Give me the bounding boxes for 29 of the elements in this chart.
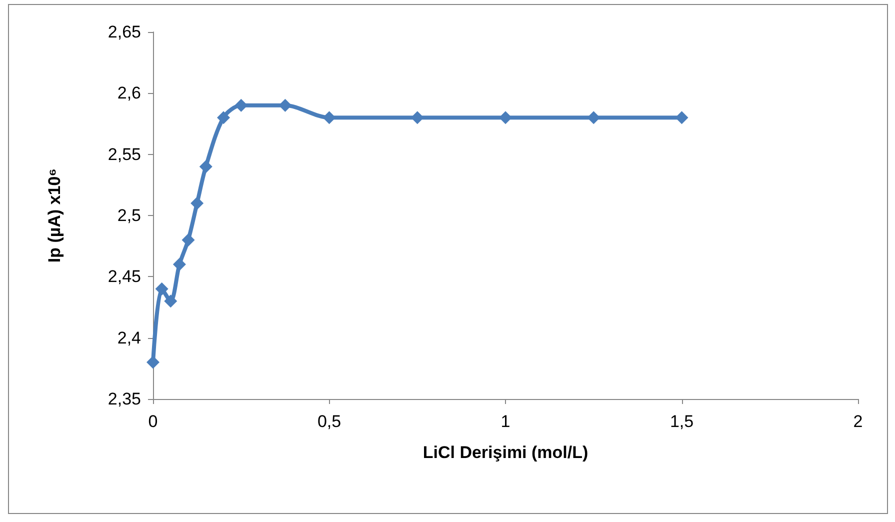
- y-tick-label: 2,5: [117, 206, 141, 225]
- point: [182, 233, 195, 246]
- point: [190, 196, 204, 210]
- x-tick-label: 1,5: [670, 412, 694, 431]
- point: [172, 258, 186, 271]
- point: [234, 98, 248, 112]
- point: [410, 111, 424, 124]
- point: [146, 356, 160, 369]
- point: [322, 111, 336, 124]
- y-axis-title: Ip (µA) x10⁶: [45, 168, 64, 263]
- x-tick-label: 0: [148, 412, 158, 431]
- y-tick-label: 2,65: [108, 22, 141, 42]
- point: [278, 98, 292, 112]
- y-tick-label: 2,4: [117, 328, 141, 348]
- point: [199, 160, 212, 174]
- y-tick-label: 2,6: [117, 84, 141, 103]
- y-tick-label: 2,55: [108, 144, 141, 164]
- point: [499, 111, 512, 124]
- point: [587, 111, 600, 124]
- point: [675, 111, 688, 124]
- y-tick-label: 2,45: [108, 267, 141, 286]
- x-tick-label: 2: [853, 412, 863, 431]
- x-tick-label: 1: [500, 412, 510, 431]
- y-tick-label: 2,35: [108, 390, 141, 408]
- point: [217, 111, 230, 124]
- x-axis-title: LiCl Derişimi (mol/L): [422, 443, 588, 462]
- point: [164, 294, 178, 308]
- x-tick-label: 0,5: [317, 412, 342, 431]
- point: [155, 282, 168, 296]
